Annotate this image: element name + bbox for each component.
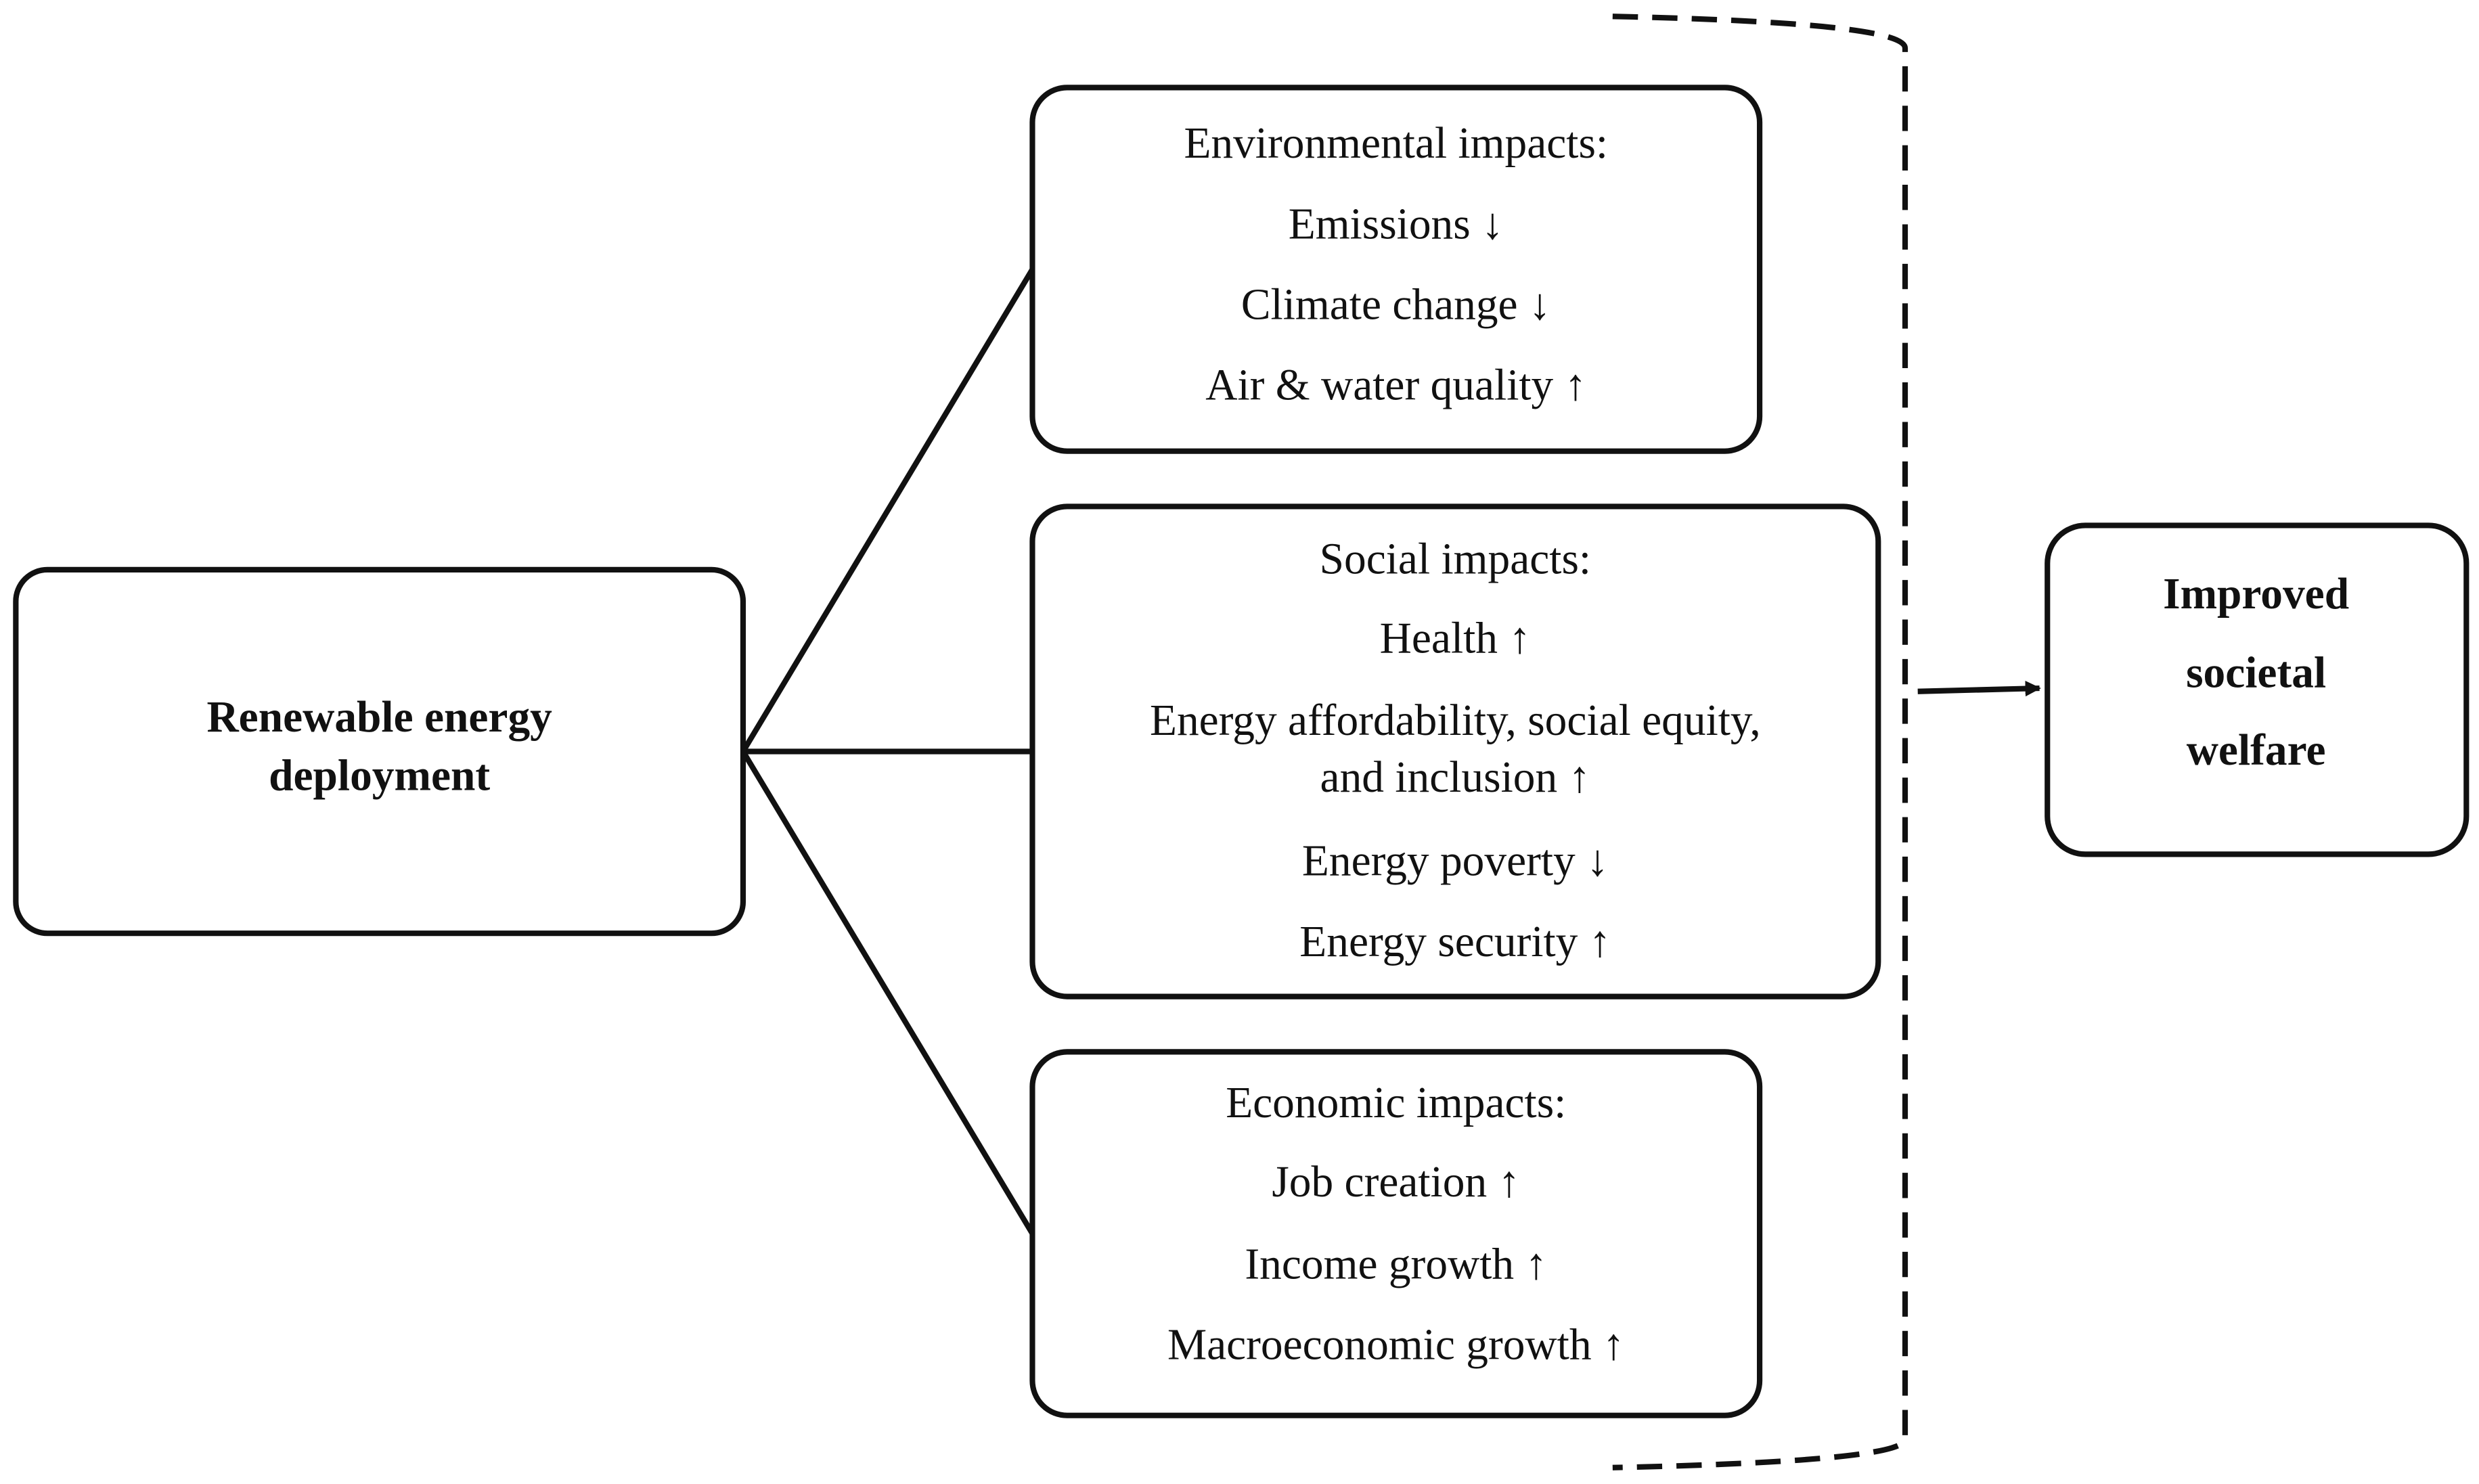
impact-item: Job creation ↑	[1272, 1158, 1520, 1207]
bracket	[1612, 14, 1908, 1470]
target-box	[2045, 522, 2470, 857]
impact-title: Economic impacts:	[1226, 1079, 1566, 1127]
impact-item: Health ↑	[1380, 614, 1531, 662]
connector	[740, 750, 1035, 1236]
impact-box	[1029, 85, 1763, 454]
impact-item: Energy poverty ↓	[1302, 837, 1609, 886]
impact-item: Emissions ↓	[1289, 200, 1504, 248]
impact-item: Energy affordability, social equity,	[1150, 696, 1761, 745]
source-box	[13, 566, 746, 937]
source-label: Renewable energy	[206, 693, 552, 742]
impact-title: Environmental impacts:	[1184, 119, 1608, 168]
impact-box	[1029, 503, 1881, 999]
target-label: welfare	[2187, 726, 2326, 775]
impact-item: Macroeconomic growth ↑	[1167, 1321, 1625, 1370]
impact-item: and inclusion ↑	[1320, 753, 1591, 802]
impact-item: Climate change ↓	[1241, 280, 1551, 329]
impact-box	[1029, 1049, 1763, 1418]
target-label: Improved	[2163, 570, 2349, 619]
impact-item: Air & water quality ↑	[1205, 361, 1586, 410]
source-label: deployment	[269, 752, 490, 801]
arrow	[1917, 680, 2041, 697]
impact-item: Income growth ↑	[1245, 1240, 1547, 1288]
connector	[740, 267, 1035, 753]
impact-title: Social impacts:	[1320, 535, 1591, 584]
impact-item: Energy security ↑	[1299, 918, 1611, 966]
target-label: societal	[2186, 649, 2326, 698]
